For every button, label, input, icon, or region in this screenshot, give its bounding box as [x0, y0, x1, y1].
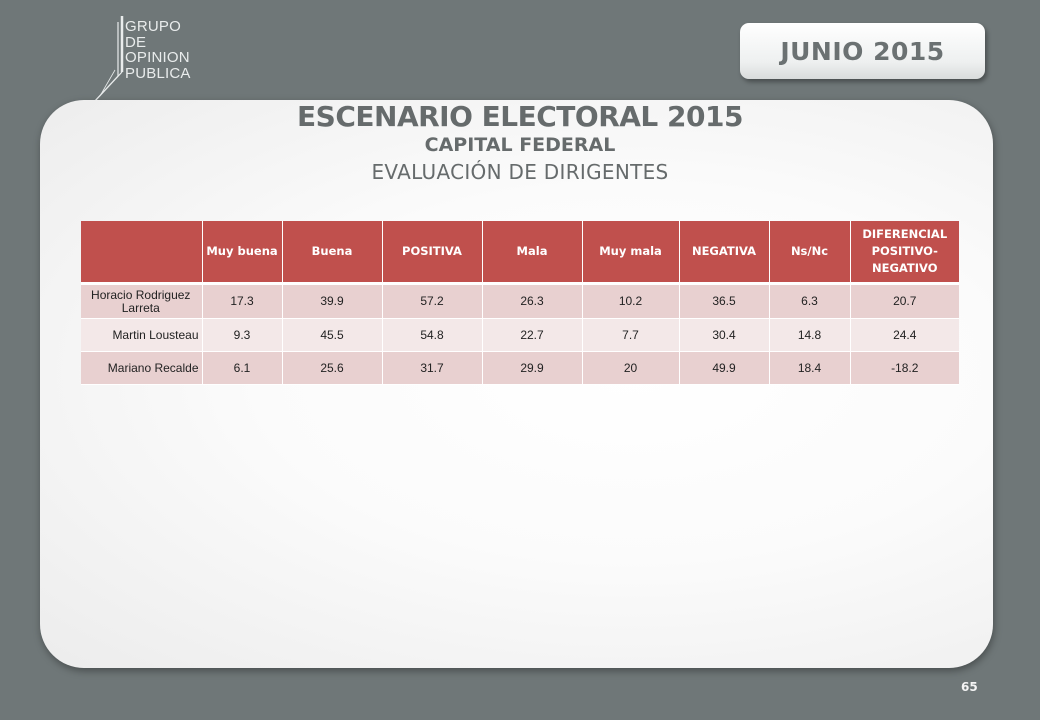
table-cell: 6.3: [769, 283, 851, 319]
table-cell: 45.5: [282, 318, 383, 352]
table-cell: 22.7: [482, 318, 583, 352]
header-cell: Buena: [282, 221, 383, 285]
page-number: 65: [961, 680, 978, 694]
table-cell: 9.3: [202, 318, 283, 352]
table-cell: -18.2: [850, 351, 959, 385]
logo-line: PUBLICA: [125, 64, 191, 82]
table-cell: 26.3: [482, 283, 583, 319]
table-cell: 10.2: [582, 283, 680, 319]
table-cell: 24.4: [850, 318, 959, 352]
row-name-cell: Mariano Recalde: [81, 351, 203, 385]
table-row: Horacio Rodriguez Larreta 17.3 39.9 57.2…: [81, 283, 959, 319]
logo-mark-icon: [91, 16, 124, 104]
row-name-cell: Horacio Rodriguez Larreta: [81, 283, 203, 319]
table-cell: 31.7: [382, 351, 483, 385]
header-cell: [81, 221, 203, 285]
header-cell: Ns/Nc: [769, 221, 851, 285]
header-cell: Mala: [482, 221, 583, 285]
table-cell: 49.9: [679, 351, 770, 385]
table-cell: 36.5: [679, 283, 770, 319]
date-label: JUNIO 2015: [780, 36, 945, 66]
logo-line: DE: [125, 33, 147, 51]
table-cell: 57.2: [382, 283, 483, 319]
logo-line: GRUPO: [125, 18, 182, 35]
table-row: Mariano Recalde 6.1 25.6 31.7 29.9 20 49…: [81, 351, 959, 385]
header-cell: Muy mala: [582, 221, 680, 285]
date-badge: JUNIO 2015: [740, 23, 985, 79]
table-cell: 18.4: [769, 351, 851, 385]
table-cell: 6.1: [202, 351, 283, 385]
table-cell: 25.6: [282, 351, 383, 385]
header-cell: NEGATIVA: [679, 221, 770, 285]
section-title: EVALUACIÓN DE DIRIGENTES: [371, 160, 669, 184]
logo-text: GRUPO DE OPINION PUBLICA: [125, 19, 191, 81]
page-title: ESCENARIO ELECTORAL 2015: [297, 100, 743, 133]
table-cell: 20: [582, 351, 680, 385]
header-cell: POSITIVA: [382, 221, 483, 285]
table-row: Martin Lousteau 9.3 45.5 54.8 22.7 7.7 3…: [81, 318, 959, 352]
row-name-cell: Martin Lousteau: [81, 318, 203, 352]
table-cell: 20.7: [850, 283, 959, 319]
leader-evaluation-table: Muy buena Buena POSITIVA Mala Muy mala N…: [81, 221, 959, 385]
table-cell: 29.9: [482, 351, 583, 385]
header-cell: Muy buena: [202, 221, 283, 285]
grupo-opinion-publica-logo: GRUPO DE OPINION PUBLICA: [88, 14, 228, 104]
header-cell: DIFERENCIAL POSITIVO-NEGATIVO: [850, 221, 959, 285]
table-cell: 7.7: [582, 318, 680, 352]
page-subtitle: CAPITAL FEDERAL: [424, 134, 616, 156]
table-cell: 54.8: [382, 318, 483, 352]
table-cell: 17.3: [202, 283, 283, 319]
table-cell: 14.8: [769, 318, 851, 352]
logo-line: OPINION: [125, 49, 190, 66]
table-header-row: Muy buena Buena POSITIVA Mala Muy mala N…: [81, 221, 959, 285]
table-cell: 39.9: [282, 283, 383, 319]
table-cell: 30.4: [679, 318, 770, 352]
